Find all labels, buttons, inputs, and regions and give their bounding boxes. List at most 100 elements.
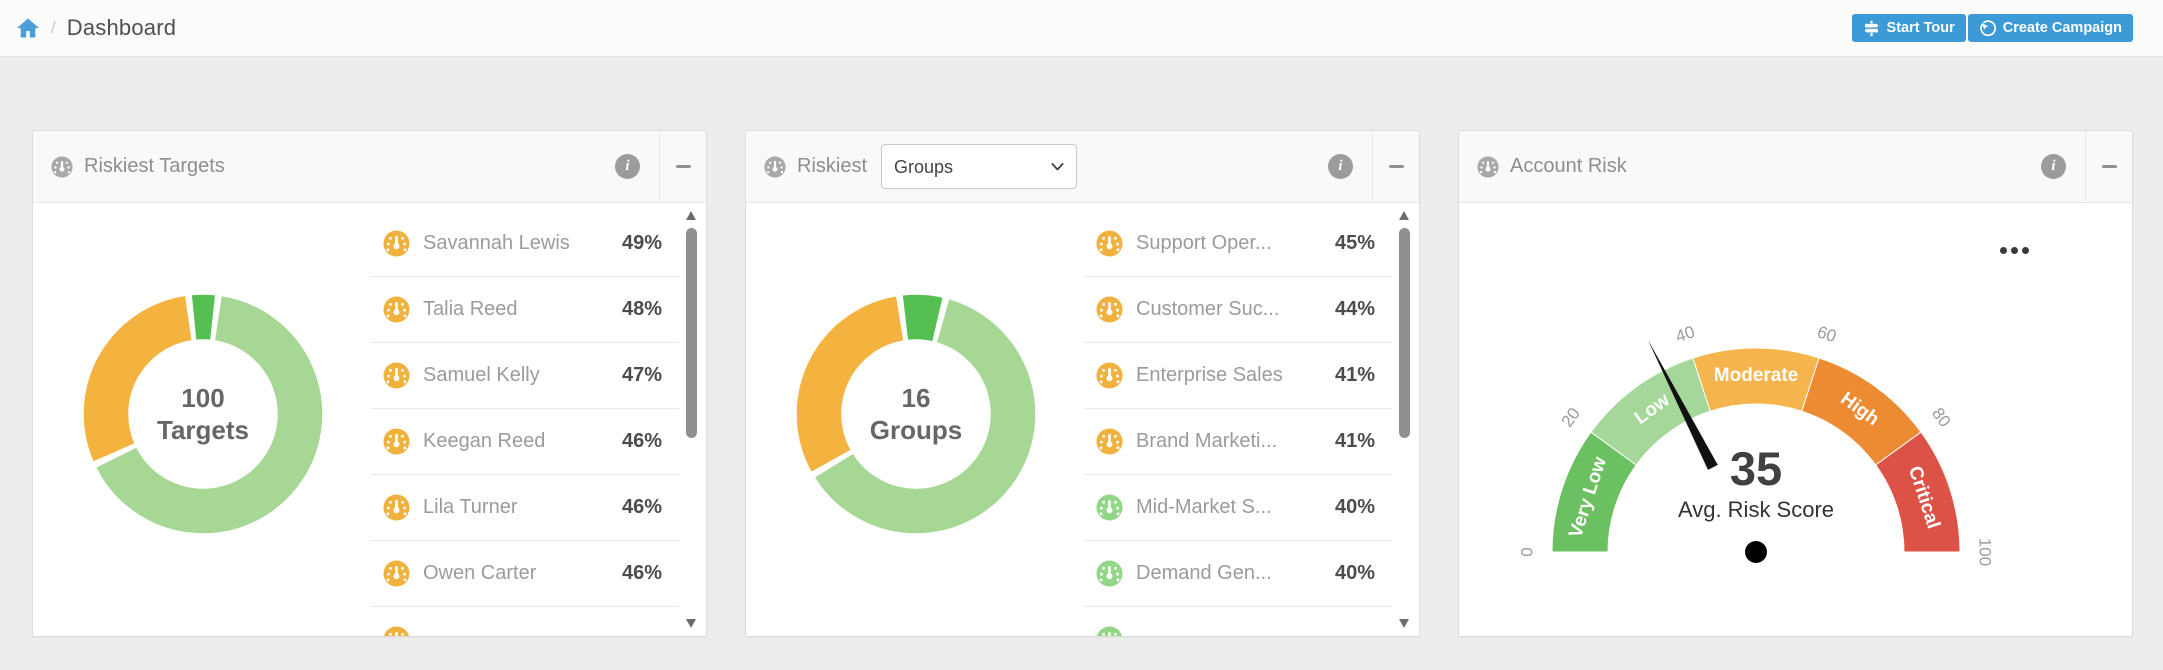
list-item[interactable] bbox=[1084, 607, 1392, 636]
gauge-icon bbox=[383, 560, 410, 587]
riskiest-targets-card-body: 100 Targets Savannah Lewis 49% Talia Reed 4… bbox=[33, 203, 706, 636]
info-icon[interactable]: i bbox=[615, 154, 640, 179]
create-campaign-label: Create Campaign bbox=[2002, 20, 2122, 36]
list-item-name: Samuel Kelly bbox=[423, 364, 540, 386]
gauge-icon bbox=[383, 626, 410, 636]
gauge-icon bbox=[764, 155, 786, 178]
riskiest-targets-list: Savannah Lewis 49% Talia Reed 48% Samuel Kel… bbox=[371, 211, 679, 636]
gauge-icon bbox=[383, 362, 410, 389]
scrollbar-thumb[interactable] bbox=[1399, 228, 1410, 438]
list-item[interactable]: Savannah Lewis 49% bbox=[371, 211, 679, 277]
gauge-needle bbox=[1647, 339, 1718, 470]
riskiest-targets-card: Riskiest Targets i 100 Targets Savannah … bbox=[32, 130, 707, 637]
list-item[interactable]: Mid-Market S... 40% bbox=[1084, 475, 1392, 541]
scroll-up-arrow[interactable] bbox=[1399, 211, 1409, 220]
gauge-icon bbox=[1096, 362, 1123, 389]
collapse-button[interactable] bbox=[1372, 131, 1419, 201]
list-item-name: Keegan Reed bbox=[423, 430, 546, 452]
info-icon[interactable]: i bbox=[1328, 154, 1353, 179]
list-item[interactable] bbox=[371, 607, 679, 636]
breadcrumb: / Dashboard bbox=[16, 15, 176, 41]
gauge-icon bbox=[1096, 494, 1123, 521]
collapse-button[interactable] bbox=[2085, 131, 2132, 201]
gauge-pivot-dot bbox=[1745, 541, 1767, 563]
gauge-icon bbox=[383, 230, 410, 257]
account-risk-card: Account Risk i Very Low Low Moderate High Cr… bbox=[1458, 130, 2133, 637]
scroll-down-arrow[interactable] bbox=[686, 619, 696, 628]
start-tour-label: Start Tour bbox=[1886, 20, 1955, 36]
list-item[interactable]: Customer Suc... 44% bbox=[1084, 277, 1392, 343]
targets-count-label: Targets bbox=[157, 415, 249, 445]
account-risk-card-header: Account Risk i bbox=[1459, 131, 2132, 203]
gauge-icon bbox=[383, 494, 410, 521]
collapse-button[interactable] bbox=[659, 131, 706, 201]
topbar: / Dashboard Start Tour bbox=[0, 0, 2163, 57]
groups-count: 16 bbox=[901, 383, 931, 413]
list-item-name: Owen Carter bbox=[423, 562, 537, 584]
list-item-risk-percent: 47% bbox=[621, 364, 662, 386]
create-campaign-button[interactable]: Create Campaign bbox=[1967, 14, 2133, 42]
list-item-risk-percent: 40% bbox=[1334, 496, 1375, 518]
list-item-name: Enterprise Sales bbox=[1136, 364, 1283, 386]
page-title: Dashboard bbox=[66, 15, 177, 40]
groups-list-scrollbar bbox=[1398, 209, 1411, 630]
svg-text:20: 20 bbox=[1557, 404, 1583, 430]
targets-list-scrollbar bbox=[685, 209, 698, 630]
list-item[interactable]: Talia Reed 48% bbox=[371, 277, 679, 343]
card-title: Account Risk bbox=[1510, 155, 1627, 177]
riskiest-groups-card-header: Riskiest Groups i bbox=[746, 131, 1419, 203]
list-item-name: Support Oper... bbox=[1136, 232, 1272, 254]
riskiest-groups-list: Support Oper... 45% Customer Suc... 44% Ente… bbox=[1084, 211, 1392, 636]
list-item[interactable]: Samuel Kelly 47% bbox=[371, 343, 679, 409]
svg-text:60: 60 bbox=[1815, 322, 1839, 346]
list-item[interactable]: Lila Turner 46% bbox=[371, 475, 679, 541]
targets-count: 100 bbox=[181, 383, 225, 413]
gauge-icon bbox=[1096, 428, 1123, 455]
riskiest-groups-card-body: 16 Groups Support Oper... 45% Customer Suc… bbox=[746, 203, 1419, 636]
riskiest-targets-card-header: Riskiest Targets i bbox=[33, 131, 706, 203]
bullseye-pointer-icon bbox=[1979, 19, 1996, 37]
card-title: Riskiest bbox=[797, 155, 868, 177]
groups-donut-chart bbox=[795, 293, 1037, 535]
list-item-risk-percent: 46% bbox=[621, 496, 662, 518]
chart-export-menu-icon[interactable] bbox=[2000, 247, 2029, 254]
minus-icon bbox=[2101, 164, 2117, 168]
list-item-name: Lila Turner bbox=[423, 496, 518, 518]
svg-text:0: 0 bbox=[1517, 547, 1536, 556]
gauge-icon bbox=[1096, 230, 1123, 257]
targets-donut-chart bbox=[82, 293, 324, 535]
card-title: Riskiest Targets bbox=[84, 155, 225, 177]
riskiest-groups-card: Riskiest Groups i 16 Groups Support Oper… bbox=[745, 130, 1420, 637]
list-item-risk-percent: 41% bbox=[1334, 430, 1375, 452]
svg-text:80: 80 bbox=[1928, 404, 1954, 430]
topbar-actions: Start Tour Create Campaign bbox=[1851, 14, 2133, 42]
list-item[interactable]: Keegan Reed 46% bbox=[371, 409, 679, 475]
gauge-icon bbox=[1096, 560, 1123, 587]
group-type-select[interactable]: Groups bbox=[881, 144, 1078, 189]
home-icon[interactable] bbox=[16, 16, 40, 40]
gauge-icon bbox=[1096, 626, 1123, 636]
list-item-risk-percent: 49% bbox=[621, 232, 662, 254]
scroll-down-arrow[interactable] bbox=[1399, 619, 1409, 628]
list-item-name: Savannah Lewis bbox=[423, 232, 570, 254]
targets-donut-center-label: 100 Targets bbox=[103, 382, 303, 446]
list-item[interactable]: Support Oper... 45% bbox=[1084, 211, 1392, 277]
list-item[interactable]: Enterprise Sales 41% bbox=[1084, 343, 1392, 409]
list-item-risk-percent: 41% bbox=[1334, 364, 1375, 386]
list-item-name: Mid-Market S... bbox=[1136, 496, 1272, 518]
svg-text:Moderate: Moderate bbox=[1714, 365, 1798, 386]
account-risk-card-body: Very Low Low Moderate High Critical 0 20 40 60 80… bbox=[1459, 203, 2132, 636]
start-tour-button[interactable]: Start Tour bbox=[1851, 14, 1966, 42]
avg-risk-score-label: Avg. Risk Score bbox=[1677, 497, 1835, 522]
svg-text:40: 40 bbox=[1673, 322, 1697, 346]
svg-text:100: 100 bbox=[1976, 538, 1995, 566]
info-icon[interactable]: i bbox=[2041, 154, 2066, 179]
scroll-up-arrow[interactable] bbox=[686, 211, 696, 220]
list-item[interactable]: Owen Carter 46% bbox=[371, 541, 679, 607]
list-item[interactable]: Demand Gen... 40% bbox=[1084, 541, 1392, 607]
scrollbar-thumb[interactable] bbox=[686, 228, 697, 438]
list-item[interactable]: Brand Marketi... 41% bbox=[1084, 409, 1392, 475]
gauge-icon bbox=[383, 428, 410, 455]
list-item-risk-percent: 46% bbox=[621, 562, 662, 584]
